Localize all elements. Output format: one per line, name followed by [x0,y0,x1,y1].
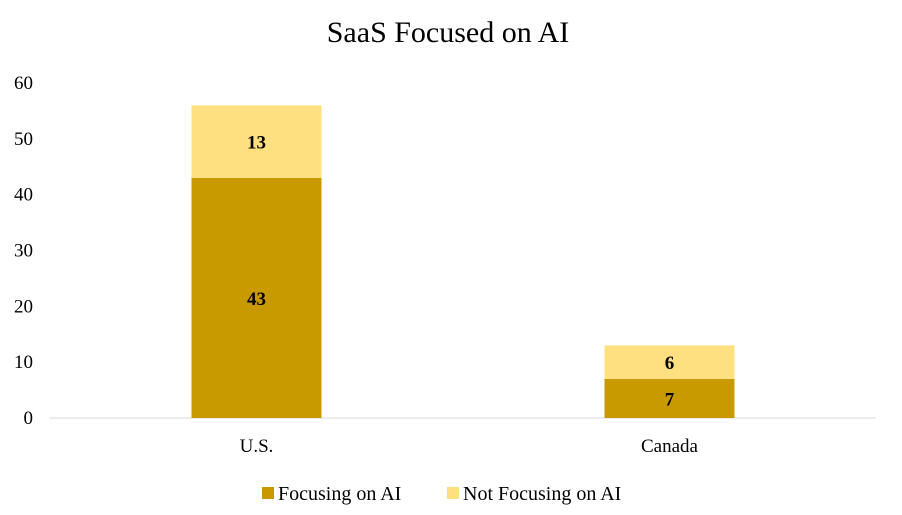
y-tick-label: 20 [14,296,33,317]
y-tick-label: 40 [14,185,33,206]
legend-swatch [262,487,274,499]
data-label: 7 [665,389,675,410]
bar-not-focusing-0 [191,105,322,178]
y-tick-label: 30 [14,241,33,262]
chart-title: SaaS Focused on AI [327,16,570,49]
y-tick-label: 10 [14,352,33,373]
data-label: 6 [665,353,675,374]
data-label: 43 [247,289,266,310]
y-tick-label: 0 [24,408,34,429]
data-label: 13 [247,133,266,154]
y-tick-label: 50 [14,129,33,150]
legend: Focusing on AI Not Focusing on AI [262,483,621,505]
x-tick-label: U.S. [240,436,274,457]
bar-focusing-1 [604,378,735,418]
y-axis: 0 10 20 30 40 50 60 [14,73,33,429]
data-labels: 43 13 7 6 [247,133,675,411]
legend-label: Focusing on AI [278,483,401,505]
x-axis: U.S. Canada [240,436,699,457]
x-tick-label: Canada [641,436,699,457]
legend-swatch [447,487,459,499]
bar-not-focusing-1 [604,345,735,379]
bar-focusing-0 [191,177,322,418]
y-tick-label: 60 [14,73,33,94]
bars [191,105,735,418]
legend-label: Not Focusing on AI [463,483,621,505]
